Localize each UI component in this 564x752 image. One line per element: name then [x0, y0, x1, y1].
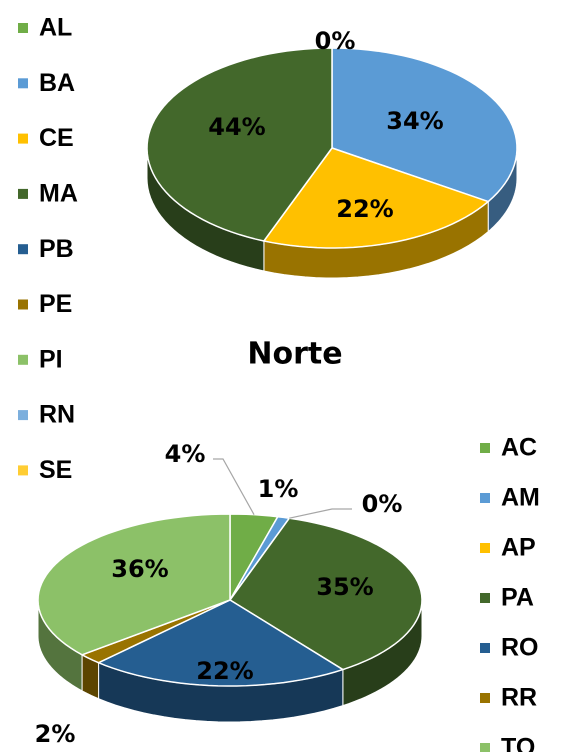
data-label: 1%: [258, 475, 299, 503]
data-label: 0%: [315, 27, 356, 55]
slice: [96, 599, 345, 687]
legend-swatch: [18, 244, 28, 255]
data-label: 35%: [316, 573, 373, 601]
slice: [37, 513, 231, 656]
legend-swatch: [480, 693, 490, 703]
legend-label: CE: [39, 124, 74, 152]
data-label: 0%: [362, 490, 403, 518]
slice: [228, 517, 423, 671]
legend-swatch: [480, 543, 490, 553]
data-label: 34%: [386, 107, 443, 135]
legend-label: RO: [501, 634, 539, 662]
legend-swatch: [18, 354, 28, 365]
legend-label: MA: [39, 180, 78, 208]
legend-swatch: [18, 133, 28, 144]
legend-swatch: [480, 643, 490, 653]
leader-line: [289, 508, 352, 519]
legend-label: PE: [39, 290, 72, 318]
data-label: 36%: [111, 555, 168, 583]
legend-label: RN: [39, 401, 75, 429]
legend-label: PB: [39, 235, 74, 263]
legend-label: TO: [501, 734, 535, 752]
legend-label: AC: [501, 434, 537, 462]
legend-label: AL: [39, 14, 72, 42]
chart-title: Norte: [247, 337, 342, 372]
legend-swatch: [18, 465, 28, 476]
legend-swatch: [480, 593, 490, 603]
legend-swatch: [18, 188, 28, 199]
pie: 4% 1% 0% 35% 22% 2% 36% AC AM AP PA RO RR TO: [35, 434, 540, 752]
data-label: 22%: [336, 195, 393, 223]
pie: 0% 34% 22% 44% AL BA CE MA PB PE PI RN SE: [18, 14, 518, 484]
legend-swatch: [480, 493, 490, 503]
data-label: 2%: [35, 720, 76, 748]
leader-line: [213, 458, 255, 515]
legend-swatch: [480, 743, 490, 752]
legend-label: RR: [501, 684, 537, 712]
legend-swatch: [18, 299, 28, 310]
slice: [146, 47, 333, 242]
legend-label: PI: [39, 345, 63, 373]
legend-swatch: [18, 23, 28, 33]
legend-label: PA: [501, 584, 534, 612]
legend-swatch: [480, 443, 490, 453]
legend-label: AP: [501, 534, 536, 562]
legend-swatch: [18, 78, 28, 89]
slice: [262, 147, 490, 249]
legend-label: SE: [39, 456, 72, 484]
data-label: 44%: [208, 113, 265, 141]
data-label: 22%: [196, 657, 253, 685]
data-label: 4%: [165, 440, 206, 468]
legend-label: BA: [39, 69, 75, 97]
legend-label: AM: [501, 484, 540, 512]
legend-swatch: [18, 410, 28, 421]
